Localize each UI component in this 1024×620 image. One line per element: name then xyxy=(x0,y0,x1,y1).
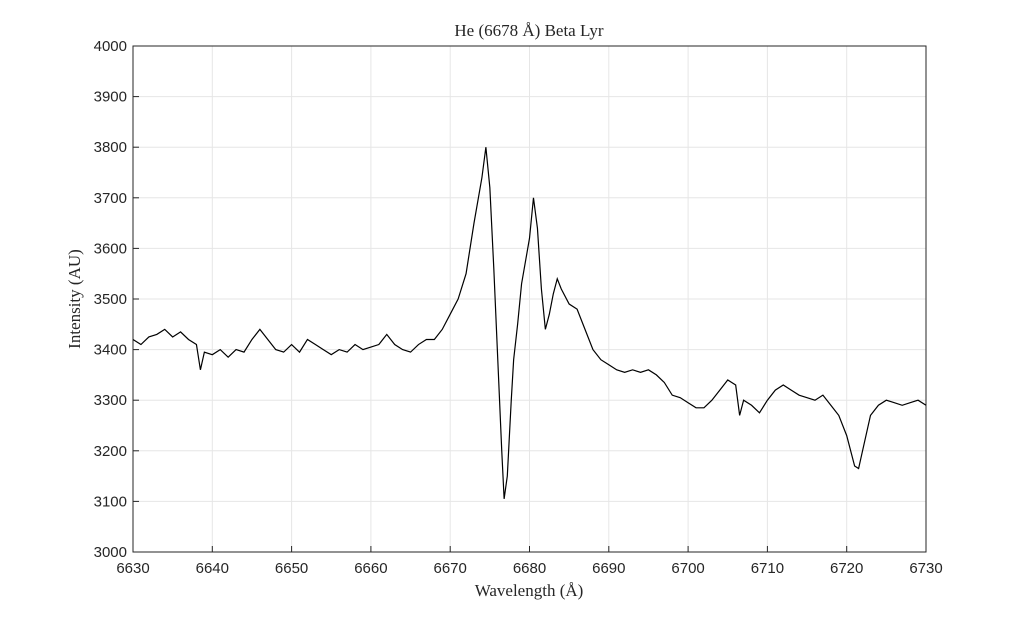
x-axis-label: Wavelength (Å) xyxy=(475,581,584,600)
x-tick-label: 6640 xyxy=(196,560,229,577)
x-tick-label: 6700 xyxy=(671,560,704,577)
x-tick-label: 6650 xyxy=(275,560,308,577)
x-tick-label: 6680 xyxy=(513,560,546,577)
x-tick-label: 6630 xyxy=(116,560,149,577)
y-axis-label: Intensity (AU) xyxy=(65,249,84,349)
chart-title: He (6678 Å) Beta Lyr xyxy=(454,21,604,40)
x-tick-label: 6660 xyxy=(354,560,387,577)
y-tick-label: 3600 xyxy=(94,240,127,257)
x-tick-label: 6730 xyxy=(909,560,942,577)
x-tick-label: 6720 xyxy=(830,560,863,577)
y-tick-label: 4000 xyxy=(94,38,127,55)
plot-frame xyxy=(132,45,927,553)
y-tick-label: 3300 xyxy=(94,392,127,409)
y-tick-label: 3200 xyxy=(94,443,127,460)
x-tick-label: 6670 xyxy=(434,560,467,577)
y-tick-label: 3100 xyxy=(94,493,127,510)
data-line xyxy=(132,147,927,499)
y-tick-label: 3900 xyxy=(94,89,127,106)
y-tick-label: 3500 xyxy=(94,291,127,308)
x-tick-label: 6690 xyxy=(592,560,625,577)
y-tick-label: 3000 xyxy=(94,544,127,561)
y-tick-label: 3800 xyxy=(94,139,127,156)
y-tick-label: 3400 xyxy=(94,342,127,359)
x-tick-label: 6710 xyxy=(751,560,784,577)
y-tick-label: 3700 xyxy=(94,190,127,207)
